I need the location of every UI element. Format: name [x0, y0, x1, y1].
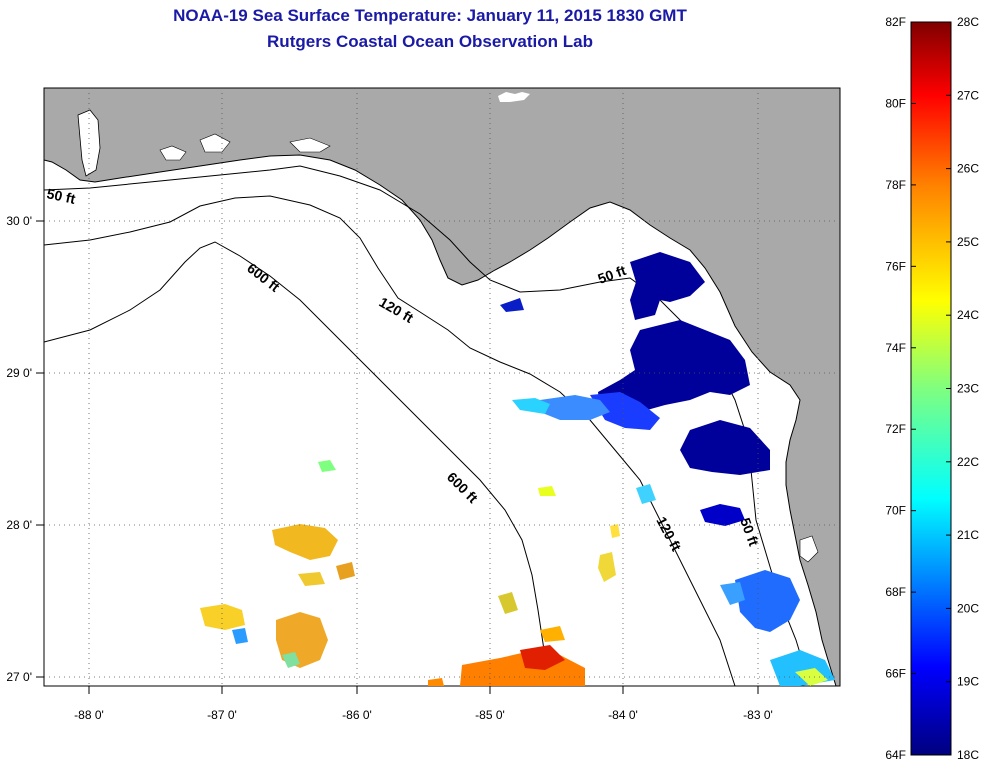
colorbar-label-f: 70F	[885, 504, 906, 518]
map-title: NOAA-19 Sea Surface Temperature: January…	[173, 6, 687, 25]
lon-label: -86 0'	[342, 708, 372, 722]
lon-label: -83 0'	[743, 708, 773, 722]
axis-ticks	[36, 220, 759, 694]
lon-label: -88 0'	[74, 708, 104, 722]
contour-label: 50 ft	[45, 185, 77, 207]
colorbar-label-c: 18C	[957, 748, 979, 762]
island	[498, 92, 530, 102]
sst-data	[200, 252, 835, 686]
lon-label: -84 0'	[608, 708, 638, 722]
colorbar-label-c: 23C	[957, 382, 979, 396]
colorbar-label-c: 22C	[957, 455, 979, 469]
colorbar-label-f: 74F	[885, 341, 906, 355]
colorbar-label-f: 76F	[885, 259, 906, 273]
bay-choctawhatchee	[199, 133, 231, 153]
colorbar-label-f: 82F	[885, 15, 906, 29]
colorbar-label-c: 20C	[957, 601, 979, 615]
lat-label: 28 0'	[6, 518, 32, 532]
lat-label: 29 0'	[6, 366, 32, 380]
contour-600ft	[44, 241, 553, 686]
lat-label: 30 0'	[6, 214, 32, 228]
colorbar-label-c: 21C	[957, 528, 979, 542]
colorbar-label-c: 26C	[957, 162, 979, 176]
lat-label: 27 0'	[6, 670, 32, 684]
colorbar-label-f: 64F	[885, 748, 906, 762]
colorbar-label-f: 78F	[885, 178, 906, 192]
land	[44, 88, 840, 686]
colorbar-label-c: 24C	[957, 308, 979, 322]
contour-120ft	[44, 195, 736, 686]
bay-pensacola	[159, 145, 187, 161]
colorbar-label-c: 27C	[957, 88, 979, 102]
contour-50ft	[44, 165, 811, 686]
lon-label: -85 0'	[475, 708, 505, 722]
colorbar-label-f: 68F	[885, 585, 906, 599]
colorbar	[910, 21, 952, 756]
bay-st-andrews	[289, 137, 331, 153]
lon-label: -87 0'	[207, 708, 237, 722]
colorbar-label-c: 19C	[957, 675, 979, 689]
colorbar-label-f: 80F	[885, 96, 906, 110]
colorbar-label-f: 72F	[885, 422, 906, 436]
colorbar-label-c: 28C	[957, 15, 979, 29]
map-subtitle: Rutgers Coastal Ocean Observation Lab	[267, 32, 593, 51]
colorbar-label-f: 66F	[885, 667, 906, 681]
colorbar-label-c: 25C	[957, 235, 979, 249]
inlet-south	[799, 535, 819, 563]
